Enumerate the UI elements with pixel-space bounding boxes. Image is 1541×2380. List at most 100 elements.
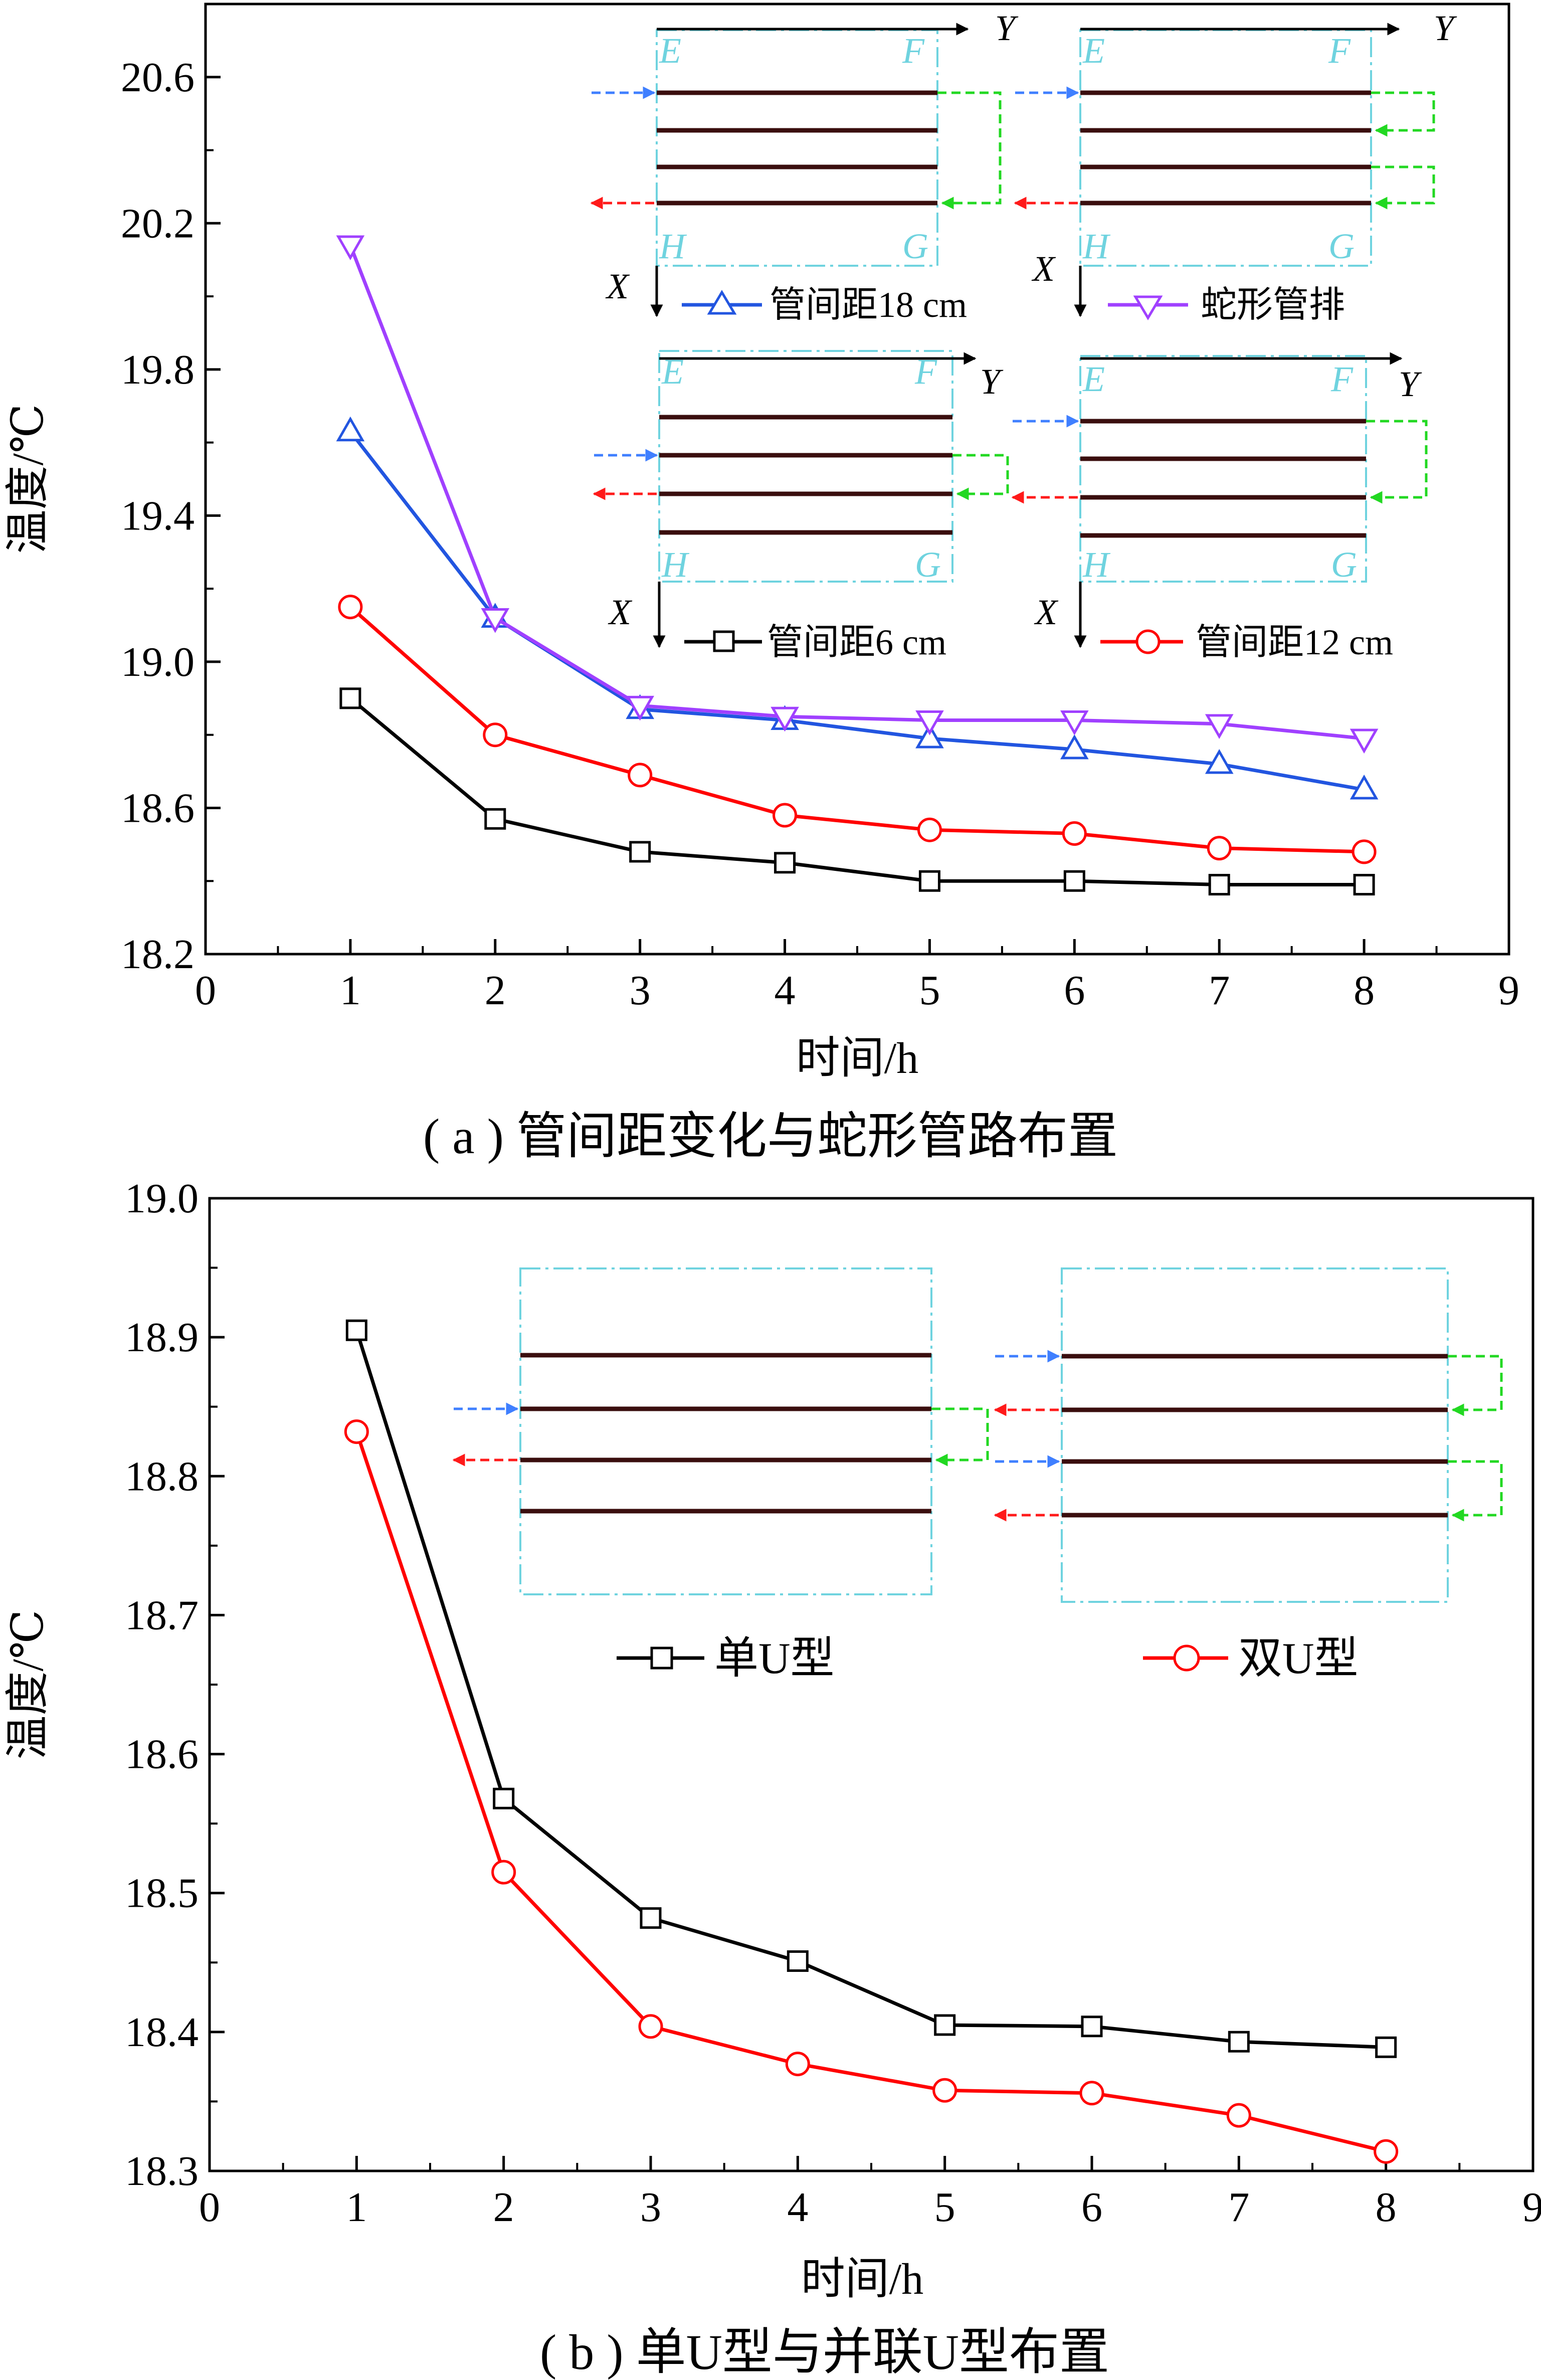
y-tick-label: 18.6 (125, 1731, 199, 1778)
data-point-b-1-3 (785, 2052, 810, 2077)
panel-b-inset-single-u (452, 1267, 989, 1595)
data-point-a-3-1 (481, 608, 510, 633)
data-point-b-0-7 (1375, 2036, 1397, 2058)
data-point-a-1-7 (1352, 839, 1377, 864)
data-point-b-1-2 (638, 2014, 663, 2039)
inset-a1-corner-h: H (659, 226, 687, 266)
y-tick-label: 18.9 (125, 1314, 199, 1361)
data-point-b-1-6 (1226, 2103, 1251, 2128)
panel-a-inset-serpentine: E F H G X Y (1014, 8, 1457, 317)
data-point-a-0-5 (1063, 870, 1085, 892)
data-point-b-0-3 (787, 1950, 809, 1972)
data-point-a-2-0 (336, 416, 365, 442)
data-point-a-0-6 (1208, 874, 1230, 896)
y-tick-label: 18.4 (125, 2009, 199, 2056)
panel-b-caption: ( b ) 单U型与并联U型布置 (540, 2324, 1109, 2380)
data-point-a-2-7 (1350, 774, 1379, 800)
data-point-b-1-7 (1374, 2139, 1399, 2164)
data-point-a-2-6 (1205, 749, 1234, 774)
data-point-a-3-5 (1060, 710, 1089, 736)
inset-a2-corner-h: H (1082, 226, 1111, 266)
inset-a2-corner-f: F (1328, 31, 1351, 71)
data-point-b-1-0 (344, 1419, 369, 1444)
inset-a2-axis-x: X (1031, 249, 1056, 289)
panel-b-plot-frame (208, 1197, 1534, 2172)
data-point-b-0-0 (345, 1319, 367, 1341)
panel-a-series (336, 235, 1379, 896)
x-tick-label: 8 (1376, 2184, 1397, 2231)
panel-a-inset-12cm: E F H G X Y (1011, 352, 1428, 648)
data-point-b-0-6 (1228, 2031, 1250, 2053)
data-point-a-3-6 (1205, 714, 1234, 739)
inset-a3-axis-y: Y (980, 361, 1004, 402)
data-point-a-3-2 (626, 695, 654, 721)
panel-a-x-axis-label: 时间/h (796, 1034, 918, 1083)
x-tick-label: 0 (195, 967, 216, 1014)
legend-12cm-label: 管间距12 cm (1196, 622, 1393, 662)
y-tick-label: 19.8 (121, 346, 195, 393)
y-tick-label: 20.6 (121, 54, 195, 101)
inset-a3-axis-x: X (608, 592, 633, 632)
inset-a2-axis-y: Y (1434, 8, 1457, 48)
data-point-a-1-0 (338, 595, 363, 620)
legend-serpentine-label: 蛇形管排 (1201, 285, 1345, 325)
panel-b-inset-double-u (994, 1267, 1503, 1603)
inset-a2-corner-e: E (1082, 31, 1105, 71)
x-tick-label: 2 (485, 967, 506, 1014)
data-point-a-0-2 (629, 841, 651, 863)
data-point-a-2-4 (915, 723, 944, 749)
x-tick-label: 2 (493, 2184, 514, 2231)
inset-a3-corner-e: E (661, 351, 684, 392)
data-point-b-1-4 (932, 2078, 957, 2103)
inset-a1-axis-y: Y (995, 8, 1019, 48)
y-tick-label: 20.2 (121, 200, 195, 247)
legend-18cm-label: 管间距18 cm (769, 285, 967, 325)
legend-double-u: 双U型 (1143, 1634, 1359, 1683)
y-tick-label: 19.0 (125, 1175, 199, 1222)
panel-a-inset-18cm: E F H G X Y (590, 8, 1019, 317)
legend-18cm: 管间距18 cm (682, 285, 967, 325)
panel-a-axes: 0 1 2 3 4 5 6 7 8 9 18.2 18.6 19.0 19.4 19.8 20.2 20.6 (121, 54, 1519, 1014)
data-point-a-1-2 (628, 763, 653, 788)
x-tick-label: 4 (775, 967, 796, 1014)
panel-a-caption: ( a ) 管间距变化与蛇形管路布置 (423, 1109, 1118, 1164)
x-tick-label: 3 (640, 2184, 661, 2231)
x-tick-label: 3 (630, 967, 651, 1014)
x-tick-label: 7 (1209, 967, 1230, 1014)
x-tick-label: 9 (1522, 2184, 1541, 2231)
panel-b-series (344, 1319, 1399, 2164)
panel-b-x-axis-label: 时间/h (801, 2255, 923, 2304)
data-point-a-1-6 (1207, 836, 1232, 861)
inset-a4-corner-h: H (1082, 544, 1111, 585)
data-point-a-0-0 (339, 687, 361, 709)
data-point-a-1-1 (483, 722, 508, 748)
y-tick-label: 18.7 (125, 1592, 199, 1638)
inset-a1-corner-f: F (902, 31, 925, 71)
y-tick-label: 18.2 (121, 931, 195, 978)
data-point-b-0-1 (493, 1787, 515, 1809)
x-tick-label: 4 (787, 2184, 808, 2231)
legend-6cm-label: 管间距6 cm (767, 622, 946, 662)
inset-a1-axis-x: X (605, 266, 630, 306)
data-point-b-0-4 (934, 2014, 956, 2036)
x-tick-label: 6 (1081, 2184, 1102, 2231)
x-tick-label: 7 (1228, 2184, 1249, 2231)
series-line-a-1 (349, 605, 1365, 854)
x-tick-label: 9 (1498, 967, 1519, 1014)
data-point-a-3-0 (336, 235, 365, 261)
x-tick-label: 5 (919, 967, 940, 1014)
x-tick-label: 1 (346, 2184, 367, 2231)
y-tick-label: 18.8 (125, 1453, 199, 1500)
inset-a4-axis-y: Y (1399, 364, 1422, 404)
series-line-a-0 (349, 697, 1365, 887)
x-tick-label: 6 (1064, 967, 1085, 1014)
inset-a1-corner-e: E (659, 31, 681, 71)
series-line-b-0 (354, 1330, 1386, 2049)
x-tick-label: 0 (199, 2184, 220, 2231)
data-point-a-1-4 (917, 817, 942, 842)
inset-a4-corner-g: G (1331, 544, 1357, 585)
y-tick-label: 19.4 (121, 492, 195, 539)
panel-b-y-axis-label: 温度/℃ (4, 1610, 53, 1760)
inset-a3-corner-h: H (661, 544, 690, 585)
